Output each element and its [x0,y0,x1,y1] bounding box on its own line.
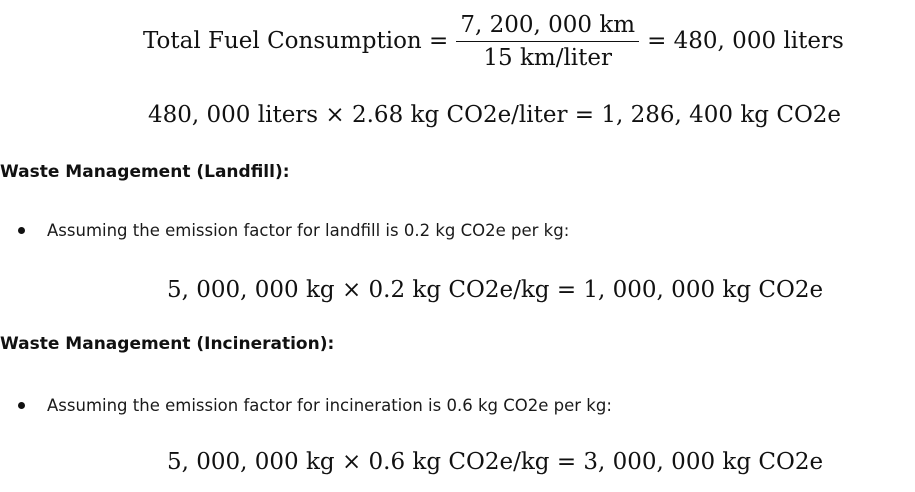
landfill-equation: 5, 000, 000 kg × 0.2 kg CO2e/kg = 1, 000… [167,277,824,303]
landfill-heading: Waste Management (Landfill): [0,162,290,182]
fraction-denominator: 15 km/liter [483,44,613,71]
fuel-co2-equation: 480, 000 liters × 2.68 kg CO2e/liter = 1… [148,102,842,128]
incineration-equation: 5, 000, 000 kg × 0.6 kg CO2e/kg = 3, 000… [167,449,824,475]
bullet-icon [18,402,25,409]
incineration-bullet-text: Assuming the emission factor for inciner… [47,396,612,415]
landfill-bullet-text: Assuming the emission factor for landfil… [47,221,570,240]
incineration-bullet-item: Assuming the emission factor for inciner… [18,396,612,415]
fuel-consumption-equation: Total Fuel Consumption = 7, 200, 000 km … [143,6,844,76]
incineration-heading: Waste Management (Incineration): [0,334,335,354]
landfill-bullet-item: Assuming the emission factor for landfil… [18,221,569,240]
fuel-fraction: 7, 200, 000 km 15 km/liter [456,12,640,71]
fuel-equation-rhs: = 480, 000 liters [647,28,844,54]
fraction-numerator: 7, 200, 000 km [456,12,640,42]
fuel-equation-lhs: Total Fuel Consumption = [143,28,449,54]
bullet-icon [18,227,25,234]
